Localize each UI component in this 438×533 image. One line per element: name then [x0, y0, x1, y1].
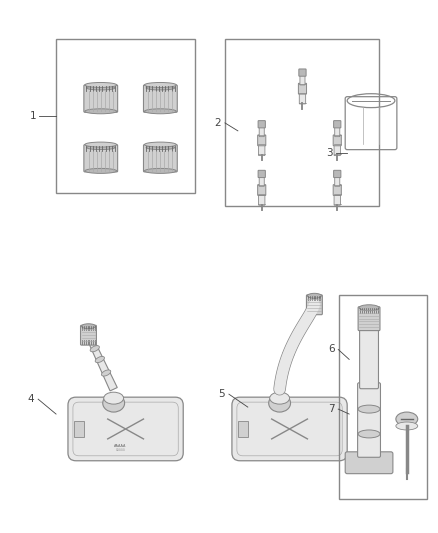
FancyBboxPatch shape	[345, 452, 393, 474]
Ellipse shape	[145, 83, 176, 87]
FancyBboxPatch shape	[334, 193, 340, 205]
FancyBboxPatch shape	[258, 184, 266, 196]
Ellipse shape	[396, 412, 418, 426]
Ellipse shape	[396, 422, 418, 430]
FancyBboxPatch shape	[360, 328, 378, 389]
Ellipse shape	[104, 392, 124, 404]
FancyBboxPatch shape	[259, 126, 264, 136]
FancyBboxPatch shape	[299, 69, 306, 76]
FancyBboxPatch shape	[232, 397, 347, 461]
Ellipse shape	[358, 405, 380, 413]
Bar	[339, 295, 427, 498]
FancyBboxPatch shape	[335, 126, 340, 136]
Ellipse shape	[268, 394, 290, 412]
Ellipse shape	[146, 146, 175, 150]
FancyBboxPatch shape	[84, 144, 118, 172]
Ellipse shape	[85, 168, 117, 173]
Ellipse shape	[86, 86, 115, 90]
Ellipse shape	[81, 324, 95, 329]
Text: 5: 5	[219, 389, 225, 399]
Text: 2: 2	[215, 118, 221, 128]
Polygon shape	[86, 334, 117, 391]
Ellipse shape	[359, 305, 379, 311]
FancyBboxPatch shape	[333, 135, 341, 146]
FancyBboxPatch shape	[84, 85, 118, 112]
Ellipse shape	[146, 86, 175, 90]
FancyBboxPatch shape	[334, 120, 341, 128]
FancyBboxPatch shape	[333, 184, 341, 196]
Ellipse shape	[95, 357, 104, 362]
Text: AAAAA: AAAAA	[116, 448, 126, 452]
Ellipse shape	[102, 370, 111, 376]
Bar	[56, 39, 195, 193]
Text: 7: 7	[328, 404, 335, 414]
Ellipse shape	[103, 394, 124, 412]
Ellipse shape	[145, 109, 176, 114]
Bar	[238, 421, 248, 437]
Ellipse shape	[86, 146, 115, 150]
Text: 4: 4	[28, 394, 35, 404]
FancyBboxPatch shape	[258, 135, 266, 146]
FancyBboxPatch shape	[259, 176, 264, 187]
FancyBboxPatch shape	[258, 120, 265, 128]
FancyBboxPatch shape	[334, 144, 340, 156]
Ellipse shape	[302, 315, 314, 321]
Ellipse shape	[145, 168, 176, 173]
FancyBboxPatch shape	[298, 83, 307, 94]
FancyBboxPatch shape	[258, 193, 265, 205]
FancyBboxPatch shape	[81, 325, 96, 345]
Ellipse shape	[283, 351, 294, 357]
Text: AAAAA: AAAAA	[114, 444, 127, 448]
Ellipse shape	[90, 345, 99, 352]
FancyBboxPatch shape	[258, 171, 265, 177]
Ellipse shape	[270, 392, 290, 404]
Ellipse shape	[307, 293, 321, 298]
Ellipse shape	[145, 142, 176, 147]
Text: 6: 6	[328, 344, 335, 354]
FancyBboxPatch shape	[299, 92, 306, 104]
FancyBboxPatch shape	[307, 295, 322, 314]
Ellipse shape	[85, 109, 117, 114]
FancyBboxPatch shape	[68, 397, 183, 461]
FancyBboxPatch shape	[358, 307, 380, 330]
FancyBboxPatch shape	[335, 176, 340, 187]
FancyBboxPatch shape	[144, 144, 177, 172]
Bar	[74, 421, 84, 437]
FancyBboxPatch shape	[334, 171, 341, 177]
Ellipse shape	[85, 142, 117, 147]
FancyBboxPatch shape	[258, 144, 265, 156]
Bar	[225, 39, 379, 206]
Ellipse shape	[293, 329, 305, 335]
Text: 3: 3	[326, 148, 332, 158]
FancyBboxPatch shape	[144, 85, 177, 112]
Ellipse shape	[85, 83, 117, 87]
FancyBboxPatch shape	[300, 75, 305, 85]
Text: 1: 1	[30, 111, 36, 121]
FancyBboxPatch shape	[357, 383, 381, 457]
Ellipse shape	[358, 430, 380, 438]
